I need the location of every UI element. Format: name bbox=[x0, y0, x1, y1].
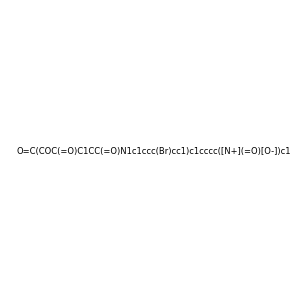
Text: O=C(COC(=O)C1CC(=O)N1c1ccc(Br)cc1)c1cccc([N+](=O)[O-])c1: O=C(COC(=O)C1CC(=O)N1c1ccc(Br)cc1)c1cccc… bbox=[16, 147, 291, 156]
